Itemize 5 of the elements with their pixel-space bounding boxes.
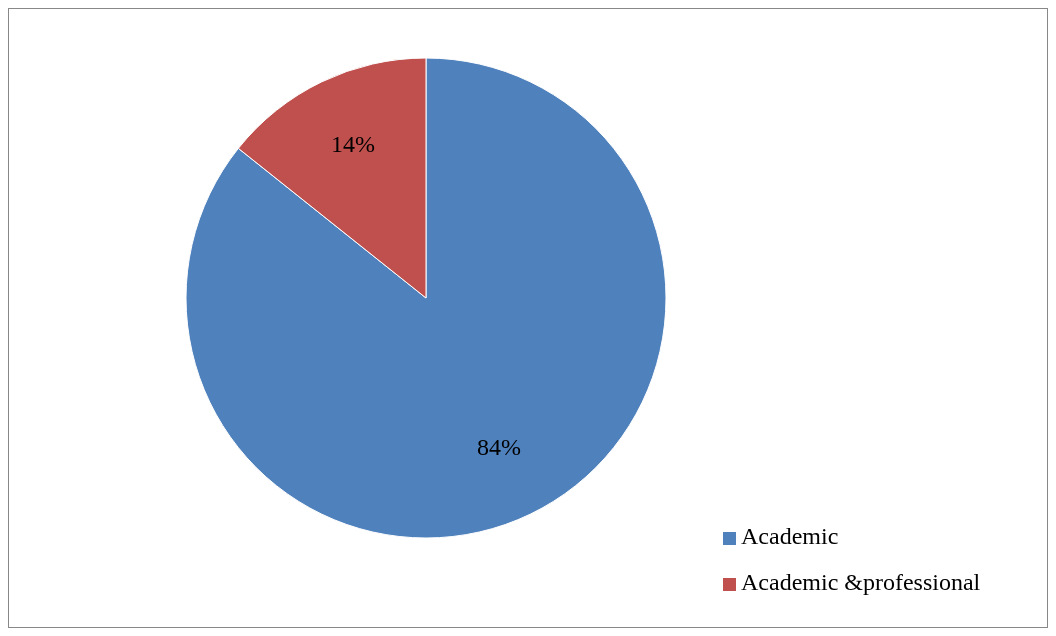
pie-slice (185, 57, 667, 539)
legend-label: Academic &professional (741, 568, 981, 595)
data-label: 14% (331, 131, 376, 158)
legend-label: Academic (741, 522, 839, 549)
data-label: 84% (476, 433, 521, 460)
